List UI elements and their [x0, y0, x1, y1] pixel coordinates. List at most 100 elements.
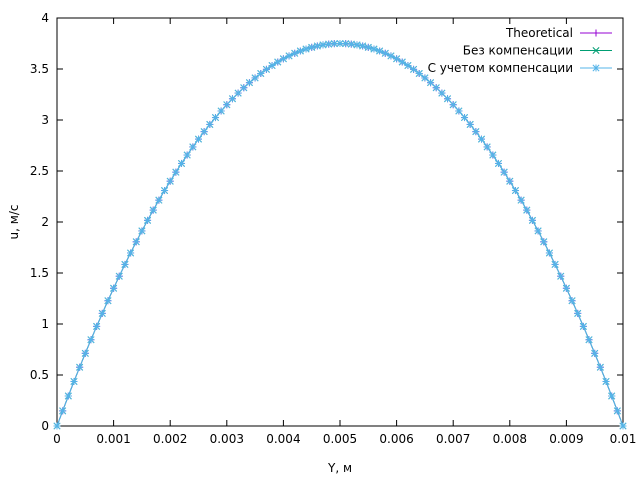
data-point [200, 128, 208, 136]
data-point [427, 79, 435, 87]
plot-frame [56, 17, 624, 427]
data-point [477, 135, 486, 143]
y-tick-label: 3.5 [30, 62, 49, 76]
data-point [217, 107, 225, 115]
data-point [268, 62, 276, 70]
data-point [359, 42, 367, 50]
legend-marker [592, 64, 600, 72]
series-3 [53, 39, 627, 430]
data-point [466, 120, 474, 128]
data-point [149, 206, 157, 214]
x-tick-label: 0.008 [493, 432, 527, 446]
data-point [302, 45, 310, 53]
data-point [415, 69, 423, 77]
y-axis-ticks: 0 0.5 1 1.5 2 2.5 3 3.5 4 [30, 11, 623, 433]
x-tick-label: 0.002 [153, 432, 187, 446]
data-point [274, 58, 282, 66]
data-point [608, 392, 616, 400]
x-tick-label: 0.005 [323, 432, 357, 446]
data-point [619, 422, 627, 430]
data-point [551, 260, 559, 268]
data-point [211, 114, 219, 122]
legend: Theoretical Без компенсации С учетом компе… [428, 26, 612, 75]
data-point [461, 114, 469, 122]
data-point [432, 84, 440, 92]
data-point [64, 392, 72, 400]
data-point [115, 272, 123, 280]
data-point [251, 74, 259, 82]
data-point [319, 41, 327, 49]
data-point [602, 377, 610, 385]
x-tick-label: 0.009 [549, 432, 583, 446]
x-tick-label: 0.006 [379, 432, 413, 446]
x-axis-label: Y, м [327, 461, 352, 475]
data-point [557, 272, 565, 280]
data-point [279, 55, 287, 63]
data-point [381, 49, 389, 57]
x-tick-label: 0 [53, 432, 61, 446]
data-point [138, 227, 146, 235]
y-tick-label: 4 [41, 11, 49, 25]
data-point [296, 47, 304, 55]
data-point [562, 284, 570, 292]
legend-label: Theoretical [505, 26, 573, 40]
data-point [313, 42, 321, 50]
data-point [528, 216, 536, 224]
y-tick-label: 0 [41, 419, 49, 433]
data-point [534, 227, 542, 235]
data-point [330, 40, 338, 48]
data-point [104, 297, 112, 305]
data-point [291, 49, 299, 57]
data-point [234, 89, 242, 97]
data-point [347, 40, 355, 48]
data-point [285, 52, 293, 60]
data-point [489, 151, 497, 159]
y-axis-label: u, м/с [7, 205, 21, 240]
data-point [353, 41, 361, 49]
legend-item: Theoretical [505, 26, 612, 40]
y-tick-label: 2.5 [30, 164, 49, 178]
data-point [183, 151, 191, 159]
data-point [166, 177, 174, 185]
legend-marker [592, 29, 600, 37]
data-point [93, 322, 101, 330]
x-tick-label: 0.007 [436, 432, 470, 446]
data-point [444, 95, 452, 103]
data-point [325, 40, 333, 48]
data-point [132, 238, 140, 246]
data-point [523, 206, 531, 214]
data-point [308, 43, 316, 51]
x-tick-label: 0.001 [96, 432, 130, 446]
data-point [172, 168, 180, 176]
data-point [410, 65, 418, 73]
data-point [245, 79, 253, 87]
series-layer [53, 39, 627, 430]
data-point [364, 43, 372, 51]
data-point [110, 284, 118, 292]
y-tick-label: 3 [41, 113, 49, 127]
data-point [596, 363, 604, 371]
data-point [472, 128, 480, 136]
legend-item: С учетом компенсации [428, 61, 612, 75]
data-point [127, 249, 135, 257]
x-tick-label: 0.01 [610, 432, 637, 446]
legend-item: Без компенсации [463, 44, 612, 58]
data-point [98, 309, 106, 317]
data-point [240, 84, 248, 92]
data-point [579, 322, 587, 330]
data-point [613, 407, 621, 415]
legend-marker [592, 46, 600, 55]
data-point [178, 159, 186, 167]
data-point [506, 177, 514, 185]
data-point [257, 69, 265, 77]
data-point [70, 377, 78, 385]
data-point [540, 238, 548, 246]
data-point [500, 168, 508, 176]
data-point [393, 55, 401, 63]
data-point [511, 187, 519, 195]
data-point [121, 260, 129, 268]
data-point [370, 45, 378, 53]
data-point [517, 196, 525, 204]
data-point [87, 336, 95, 344]
